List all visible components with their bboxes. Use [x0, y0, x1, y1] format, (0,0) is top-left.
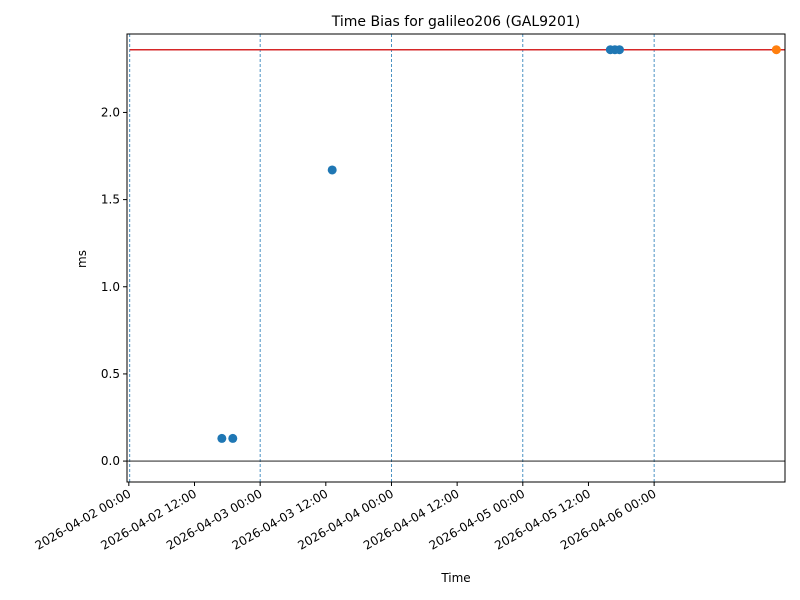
- y-tick-label: 0.0: [101, 454, 120, 468]
- axes-frame: [126, 33, 786, 483]
- y-tick-label: 2.0: [101, 105, 120, 119]
- y-tick-label: 0.5: [101, 367, 120, 381]
- data-point: [217, 433, 227, 443]
- chart-title: Time Bias for galileo206 (GAL9201): [331, 14, 581, 30]
- y-tick-label: 1.5: [101, 193, 120, 207]
- y-axis-label: ms: [75, 250, 89, 268]
- data-point: [228, 433, 238, 443]
- x-axis-label: Time: [440, 571, 470, 585]
- data-point: [771, 45, 781, 55]
- y-tick-label: 1.0: [101, 280, 120, 294]
- data-point: [614, 45, 624, 55]
- data-point: [327, 165, 337, 175]
